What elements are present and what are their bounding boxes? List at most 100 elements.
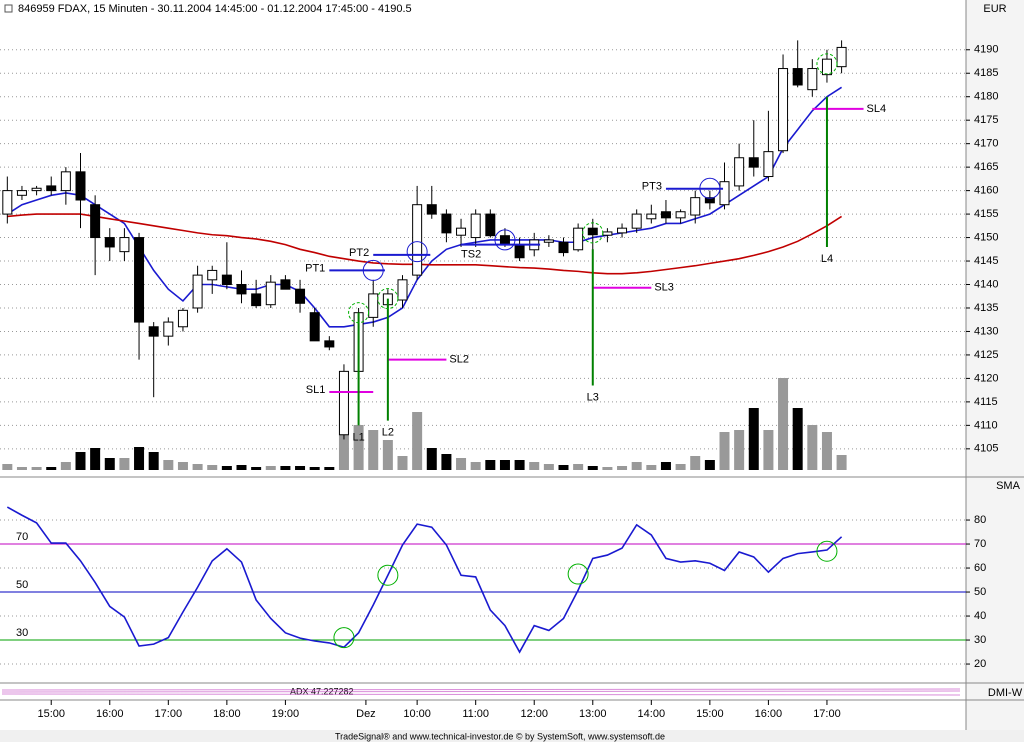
volume-bar <box>499 460 510 470</box>
annotation-label: PT2 <box>349 247 369 259</box>
candle-body <box>236 284 247 295</box>
volume-bar <box>573 464 584 470</box>
volume-bar <box>763 430 774 470</box>
volume-bar <box>163 460 174 470</box>
x-tick-label: 16:00 <box>755 708 783 720</box>
candle-body <box>485 213 496 237</box>
candle-body <box>309 312 320 342</box>
candle-body <box>324 340 335 348</box>
candle-body <box>704 197 715 204</box>
annotation-label: L2 <box>382 427 394 439</box>
candle-body <box>499 235 510 245</box>
y-tick-label: 4185 <box>974 67 998 79</box>
volume-bar <box>529 462 540 470</box>
y-tick-label: 4140 <box>974 278 998 290</box>
volume-bar <box>295 466 306 470</box>
candle-body <box>251 293 262 307</box>
x-tick-label: 12:00 <box>520 708 548 720</box>
volume-bar <box>309 467 320 470</box>
x-tick-label: Dez <box>356 708 376 720</box>
x-tick-label: 11:00 <box>462 708 489 720</box>
volume-bar <box>543 464 554 470</box>
signal-marker <box>377 288 399 310</box>
signal-marker <box>333 627 355 649</box>
y-tick-label: 4125 <box>974 349 998 361</box>
volume-bar <box>134 447 145 470</box>
candle-body <box>602 231 613 236</box>
candle-body <box>836 46 847 68</box>
candle-body <box>587 227 598 236</box>
x-tick-label: 15:00 <box>696 708 724 720</box>
y-tick-label: 4150 <box>974 231 998 243</box>
candle-body <box>412 204 423 276</box>
candle-body <box>134 237 145 323</box>
y-tick-label: 70 <box>974 538 986 550</box>
y-tick-label: 4190 <box>974 44 998 56</box>
candle-body <box>90 204 101 239</box>
y-tick-label: 60 <box>974 562 986 574</box>
x-tick-label: 17:00 <box>813 708 841 720</box>
candle-body <box>16 190 27 196</box>
volume-bar <box>587 466 598 470</box>
volume-bar <box>514 460 525 470</box>
volume-bar <box>470 462 481 470</box>
window-icon <box>4 4 13 13</box>
candle-body <box>763 151 774 178</box>
volume-bar <box>90 448 101 470</box>
volume-bar <box>690 456 701 470</box>
y-tick-label: 4160 <box>974 185 998 197</box>
rsi-axis-label: SMA <box>996 480 1021 492</box>
candle-body <box>456 227 467 236</box>
candle-body <box>338 370 349 436</box>
candle-body <box>748 157 759 168</box>
volume-bar <box>631 462 642 470</box>
annotation-label: SL3 <box>654 282 674 294</box>
candle-body <box>265 281 276 306</box>
volume-bar <box>748 408 759 470</box>
candle-body <box>31 187 42 192</box>
chart-title: 846959 FDAX, 15 Minuten - 30.11.2004 14:… <box>18 3 412 15</box>
volume-bar <box>617 466 628 470</box>
footer-bar <box>0 730 1024 742</box>
volume-bar <box>2 464 13 470</box>
candle-body <box>368 293 379 318</box>
signal-marker <box>377 564 399 586</box>
rsi-line <box>6 506 843 654</box>
volume-bar <box>558 465 569 470</box>
volume-bar <box>660 462 671 470</box>
volume-bar <box>719 432 730 470</box>
candle-body <box>163 321 174 337</box>
candle-body <box>514 244 525 259</box>
volume-bar <box>778 378 789 470</box>
axis-column <box>966 0 1024 742</box>
volume-bar <box>280 466 291 470</box>
y-tick-label: 80 <box>974 514 986 526</box>
volume-bar <box>104 458 115 470</box>
y-tick-label: 4155 <box>974 208 998 220</box>
volume-bar <box>646 465 657 470</box>
candle-body <box>792 68 803 86</box>
candle-body <box>807 68 818 91</box>
volume-bar <box>426 448 437 470</box>
signal-marker <box>699 177 721 199</box>
y-tick-label: 4170 <box>974 138 998 150</box>
volume-bar <box>368 430 379 470</box>
volume-bar <box>353 425 364 470</box>
candle-body <box>192 274 203 309</box>
volume-bar <box>265 466 276 470</box>
level-label: 30 <box>16 627 28 639</box>
signal-marker <box>406 241 428 263</box>
signal-marker <box>362 259 384 281</box>
volume-bar <box>251 467 262 470</box>
candle-body <box>821 58 832 76</box>
y-tick-label: 4110 <box>974 419 998 431</box>
annotation-label: SL1 <box>306 384 326 396</box>
candle-body <box>734 157 745 187</box>
price-axis-label: EUR <box>983 3 1006 15</box>
x-tick-label: 15:00 <box>37 708 65 720</box>
candle-body <box>675 211 686 219</box>
candle-body <box>543 239 554 243</box>
annotation-label: PT1 <box>305 262 325 274</box>
candle-body <box>207 269 218 281</box>
volume-bar <box>16 467 27 470</box>
